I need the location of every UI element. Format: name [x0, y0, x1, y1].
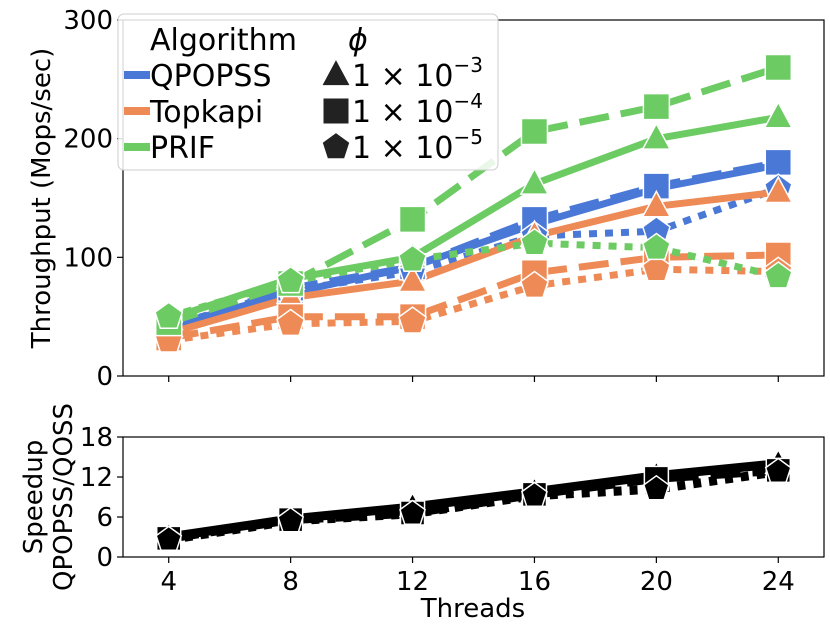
xtick-label-1: 8 — [282, 567, 299, 597]
legend: Algorithm ϕ QPOPSS Topkapi PRIF 1 × 10−3… — [117, 13, 499, 171]
throughput-line-6 — [167, 113, 779, 323]
throughput-point-8-3 — [520, 227, 549, 256]
speedup-ytick-label-1: 6 — [96, 503, 113, 533]
throughput-point-3-5 — [763, 175, 794, 204]
throughput-ytick-label-1: 100 — [63, 243, 113, 273]
throughput-line-4 — [168, 251, 779, 342]
throughput-point-1-4 — [642, 172, 671, 200]
legend-phi-1e-4: 1 × 10−4 — [352, 89, 483, 130]
legend-phi-1e-3-exp: −3 — [453, 53, 482, 77]
throughput-point-5-1 — [276, 308, 306, 337]
xtick-label-4: 20 — [640, 567, 673, 597]
speedup-ytick-label-0: 0 — [96, 543, 113, 573]
speedup-line-2 — [168, 467, 779, 545]
throughput-point-7-2 — [398, 205, 427, 234]
speedup-point-2-5 — [764, 457, 792, 484]
throughput-point-7-3 — [520, 117, 549, 146]
speedup-point-2-4 — [642, 474, 670, 501]
throughput-point-7-4 — [642, 92, 671, 121]
throughput-line-8 — [167, 239, 780, 321]
legend-phi-1e-3: 1 × 10−3 — [352, 53, 483, 94]
throughput-point-8-0 — [154, 301, 184, 329]
speedup-y-label-line1: Speedup — [19, 440, 49, 555]
throughput-panel: 0 100 200 300 Throughput (Mops/sec) — [27, 6, 825, 392]
throughput-line-1 — [167, 158, 779, 332]
throughput-point-5-2 — [398, 306, 427, 334]
legend-phi-title: ϕ — [348, 23, 368, 58]
speedup-point-2-3 — [521, 481, 548, 508]
speedup-plot-frame — [122, 436, 825, 558]
throughput-point-8-1 — [276, 265, 306, 294]
throughput-point-6-5 — [763, 100, 794, 129]
throughput-point-3-4 — [641, 189, 672, 218]
speedup-series-layer — [154, 448, 793, 552]
throughput-x-ticks — [168, 376, 779, 382]
legend-qpopss-label: QPOPSS — [150, 59, 272, 94]
legend-algorithm-title: Algorithm — [150, 23, 297, 58]
xtick-label-0: 4 — [160, 567, 177, 597]
legend-phi-1e-5: 1 × 10−5 — [352, 125, 483, 166]
x-axis-label: Threads — [420, 594, 525, 624]
throughput-line-5 — [168, 265, 779, 344]
throughput-point-7-5 — [764, 53, 793, 82]
throughput-point-5-4 — [641, 253, 671, 282]
legend-phi-1e-5-base: 1 × 10 — [352, 131, 453, 166]
legend-phi-marker-1 — [323, 98, 349, 124]
throughput-y-ticks: 0 100 200 300 — [63, 6, 123, 392]
legend-topkapi-label: Topkapi — [149, 95, 263, 130]
legend-prif-label: PRIF — [150, 131, 215, 166]
speedup-x-ticks: 4 8 12 16 20 24 — [160, 557, 795, 597]
xtick-label-2: 12 — [396, 567, 429, 597]
speedup-point-2-0 — [155, 525, 183, 552]
throughput-series-layer — [153, 53, 794, 353]
speedup-ytick-label-2: 12 — [80, 463, 113, 493]
legend-phi-marker-2 — [322, 133, 350, 159]
throughput-point-6-3 — [519, 167, 550, 195]
throughput-point-8-2 — [398, 244, 427, 273]
throughput-point-3-2 — [397, 264, 428, 293]
speedup-point-2-1 — [277, 506, 305, 533]
throughput-point-5-3 — [520, 270, 549, 299]
throughput-line-7 — [167, 64, 780, 326]
throughput-point-8-5 — [763, 261, 793, 289]
speedup-y-label-line2: QPOPSS/QOSS — [49, 403, 79, 591]
throughput-ytick-label-0: 0 — [96, 362, 113, 392]
throughput-ytick-label-3: 300 — [63, 6, 113, 36]
legend-phi-marker-0 — [322, 60, 350, 86]
throughput-y-label: Throughput (Mops/sec) — [27, 48, 57, 350]
speedup-ytick-label-3: 18 — [80, 423, 113, 453]
legend-phi-1e-3-base: 1 × 10 — [352, 59, 453, 94]
speedup-y-ticks: 0 6 12 18 — [80, 423, 123, 573]
throughput-point-6-4 — [641, 122, 672, 150]
legend-frame — [117, 13, 499, 171]
legend-phi-1e-5-exp: −5 — [453, 125, 482, 149]
speedup-panel: 0 6 12 18 4 8 12 16 20 24 Speedup QPOPSS/QOSS Th… — [19, 403, 825, 624]
legend-phi-1e-4-base: 1 × 10 — [352, 95, 453, 130]
throughput-line-3 — [167, 188, 779, 337]
legend-phi-1e-4-exp: −4 — [453, 89, 482, 113]
legend-phi-markers — [322, 60, 350, 159]
xtick-label-3: 16 — [518, 567, 551, 597]
xtick-label-5: 24 — [762, 567, 795, 597]
throughput-point-1-5 — [764, 148, 793, 177]
throughput-point-8-4 — [641, 232, 671, 261]
speedup-point-2-2 — [399, 499, 426, 526]
throughput-ytick-label-2: 200 — [63, 125, 113, 155]
